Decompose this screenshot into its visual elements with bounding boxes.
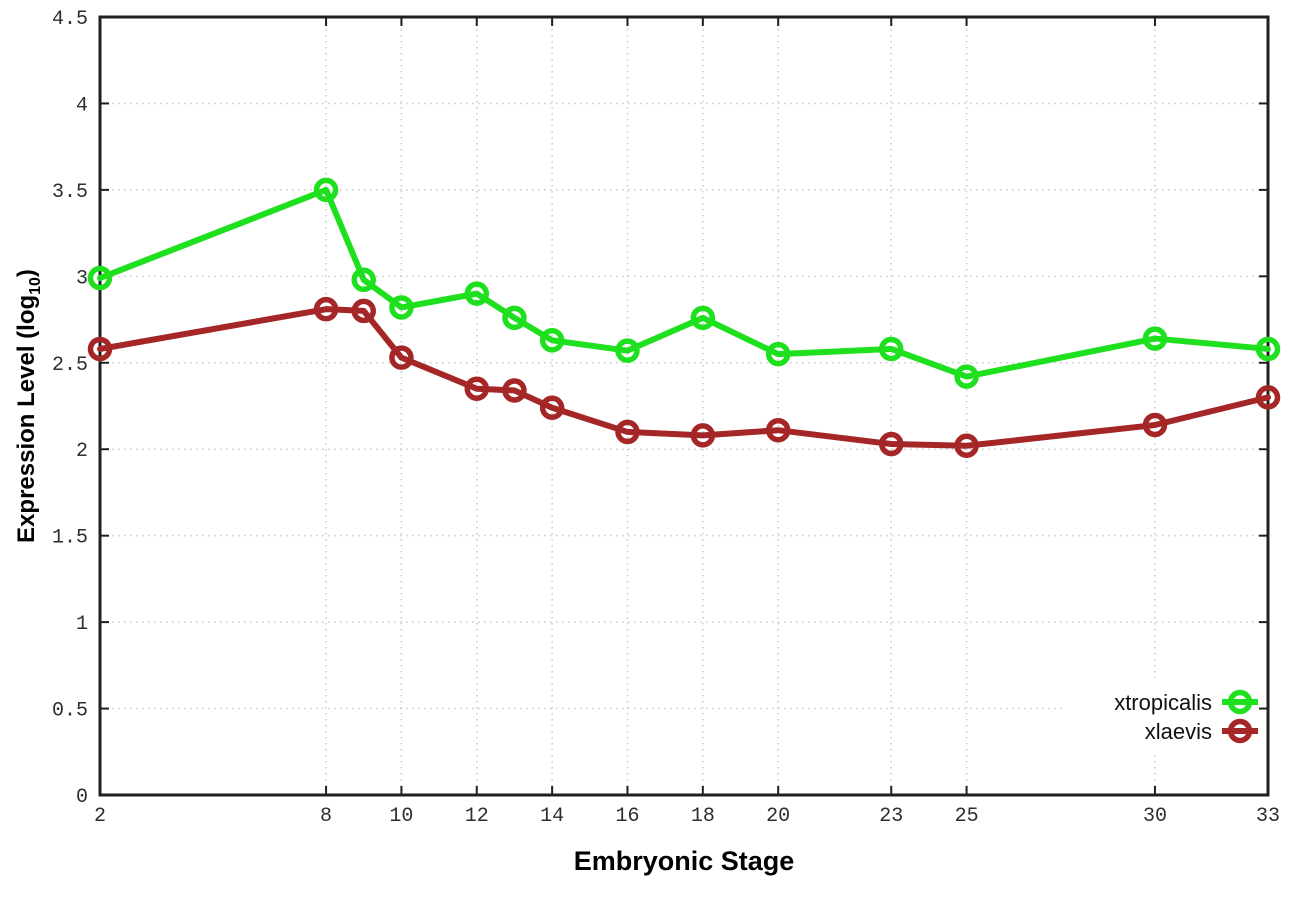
- data-point-xlaevis: [765, 417, 791, 443]
- data-point-xlaevis: [615, 419, 640, 445]
- y-tick-label: 3: [76, 267, 88, 290]
- y-tick-label: 3.5: [52, 181, 88, 204]
- legend-backdrop: [1064, 678, 1266, 754]
- x-tick-label: 14: [540, 805, 564, 828]
- legend-entry-xlaevis: xlaevis: [1145, 718, 1258, 744]
- y-tick-label: 2.5: [52, 354, 88, 377]
- series-markers-xtropicalis: [87, 177, 1281, 389]
- series-markers-xlaevis: [87, 296, 1281, 459]
- data-point-xlaevis: [87, 336, 113, 362]
- legend-marker-sample: [1227, 718, 1253, 744]
- x-tick-label: 25: [955, 805, 979, 828]
- x-tick-label: 12: [465, 805, 489, 828]
- legend-entry-xtropicalis: xtropicalis: [1114, 689, 1258, 715]
- legend: xtropicalis xlaevis: [1114, 689, 1258, 744]
- data-point-xtropicalis: [1255, 336, 1281, 362]
- data-point-xtropicalis: [539, 328, 565, 353]
- y-tick-label: 4: [76, 94, 88, 117]
- x-axis-title: Embryonic Stage: [574, 846, 795, 876]
- y-tick-label: 2: [76, 440, 88, 463]
- data-point-xtropicalis: [878, 336, 904, 362]
- data-point-xlaevis: [313, 296, 339, 322]
- data-point-xlaevis: [1142, 412, 1168, 438]
- y-tick-label: 0.5: [52, 700, 88, 723]
- y-tick-label: 4.5: [52, 8, 88, 31]
- y-axis-title: Expression Level (log10): [13, 269, 44, 543]
- data-point-xlaevis: [502, 378, 527, 403]
- data-point-xtropicalis: [464, 281, 490, 306]
- data-point-xlaevis: [389, 345, 414, 370]
- data-point-xtropicalis: [690, 305, 716, 331]
- x-tick-label: 20: [766, 805, 790, 828]
- x-tick-label: 30: [1143, 805, 1167, 828]
- data-point-xtropicalis: [502, 305, 527, 331]
- legend-label-xtropicalis: xtropicalis: [1114, 690, 1212, 715]
- data-point-xtropicalis: [351, 267, 376, 293]
- y-tick-label: 1.5: [52, 527, 88, 550]
- x-tick-label: 2: [94, 805, 106, 828]
- data-point-xtropicalis: [87, 265, 113, 291]
- data-point-xtropicalis: [765, 341, 791, 367]
- data-point-xlaevis: [690, 423, 716, 448]
- x-tick-label: 8: [320, 805, 332, 828]
- x-tick-label: 16: [615, 805, 639, 828]
- x-tick-label: 23: [879, 805, 903, 828]
- x-tick-label: 18: [691, 805, 715, 828]
- data-point-xtropicalis: [313, 177, 339, 203]
- data-point-xtropicalis: [1142, 326, 1168, 351]
- series-xtropicalis: [87, 177, 1281, 389]
- data-point-xlaevis: [878, 431, 904, 457]
- legend-marker-sample: [1227, 689, 1253, 715]
- y-tick-label: 0: [76, 786, 88, 809]
- gridlines: [100, 17, 1268, 795]
- data-point-xlaevis: [1255, 385, 1281, 410]
- y-tick-label: 1: [76, 613, 88, 636]
- data-point-xlaevis: [464, 376, 490, 401]
- legend-label-xlaevis: xlaevis: [1145, 719, 1212, 744]
- x-tick-label: 33: [1256, 805, 1280, 828]
- data-point-xtropicalis: [389, 295, 414, 320]
- series-xlaevis: [87, 296, 1281, 459]
- data-point-xtropicalis: [954, 364, 979, 389]
- x-tick-label: 10: [389, 805, 413, 828]
- data-point-xtropicalis: [615, 338, 640, 363]
- data-point-xlaevis: [539, 395, 565, 420]
- x-tick-labels: 2 8 10 12 14 16 18 20 23 25 30 33: [94, 805, 1280, 828]
- data-point-xlaevis: [954, 433, 979, 459]
- y-tick-labels: 0 0.5 1 1.5 2 2.5 3 3.5 4 4.5: [52, 8, 88, 809]
- data-point-xlaevis: [351, 298, 376, 324]
